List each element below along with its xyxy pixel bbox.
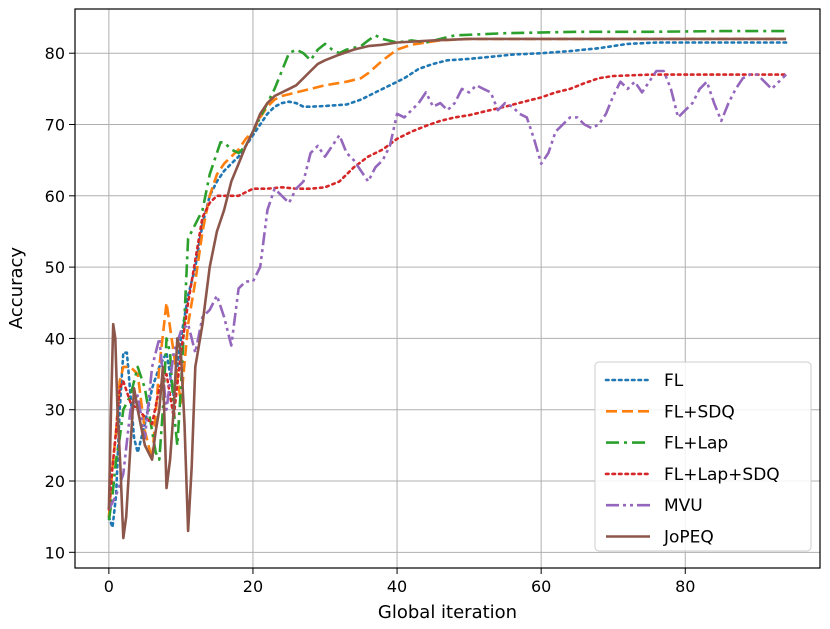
y-tick-label: 30 [45,401,65,420]
series-lines [107,29,788,540]
y-tick-label: 10 [45,543,65,562]
y-tick-label: 70 [45,116,65,135]
grid-lines [75,9,820,568]
legend: FL FL+SDQ FL+Lap FL+Lap+SDQ MVU JoPEQ [594,361,812,552]
y-ticks: 10 20 30 40 50 60 70 80 [45,44,75,562]
series-line-fl-lap-sdq [107,73,788,511]
x-ticks: 0 20 40 60 80 [104,568,695,596]
x-tick-label: 80 [675,577,695,596]
y-tick-label: 40 [45,329,65,348]
x-axis-label: Global iteration [378,602,517,623]
legend-label-mvu: MVU [664,496,703,516]
y-tick-label: 50 [45,258,65,277]
series-line-fl [107,41,788,529]
series-line-jopeq [107,37,787,540]
x-tick-label: 20 [243,577,263,596]
x-tick-label: 0 [104,577,114,596]
x-tick-label: 40 [387,577,407,596]
y-tick-label: 20 [45,472,65,491]
plot-frame [74,8,821,569]
legend-label-fl-lap: FL+Lap [664,434,728,454]
series-line-mvu [107,69,788,511]
y-axis-label: Accuracy [6,247,27,330]
legend-label-fl-lap-sdq: FL+Lap+SDQ [664,465,780,485]
legend-box [594,361,812,552]
legend-label-fl: FL [664,371,684,391]
legend-label-fl-sdq: FL+SDQ [664,402,735,422]
x-tick-label: 60 [531,577,551,596]
legend-label-jopeq: JoPEQ [663,528,714,548]
y-tick-label: 60 [45,187,65,206]
y-tick-label: 80 [45,44,65,63]
